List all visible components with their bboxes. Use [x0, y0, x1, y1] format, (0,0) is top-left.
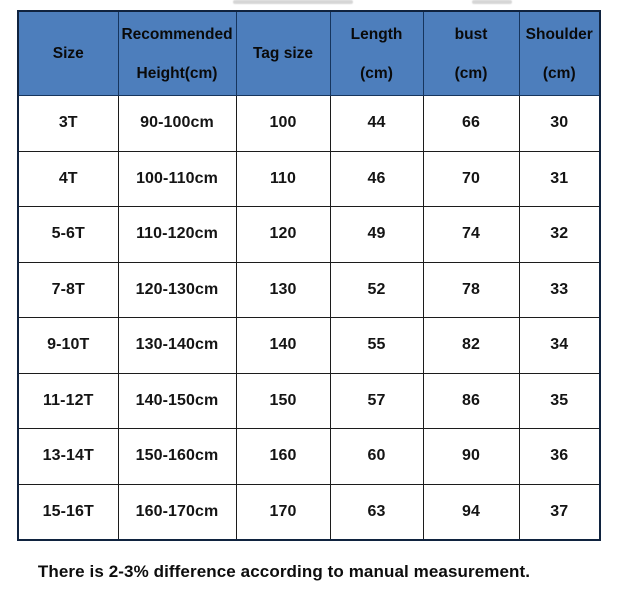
- cell-recommended-height: 160-170cm: [117, 483, 237, 541]
- col-header-length-line2: (cm): [360, 65, 393, 82]
- col-header-recommended-line2: Height(cm): [136, 65, 218, 82]
- table-row: 3T 90-100cm 100 44 66 30: [17, 95, 601, 152]
- cell-recommended-height: 110-120cm: [117, 206, 237, 263]
- col-header-tag-size: Tag size: [235, 10, 331, 96]
- table-row: 4T 100-110cm 110 46 70 31: [17, 150, 601, 207]
- cell-size: 11-12T: [17, 372, 119, 429]
- table-row: 9-10T 130-140cm 140 55 82 34: [17, 317, 601, 374]
- col-header-shoulder: Shoulder (cm): [518, 10, 601, 96]
- cell-length: 55: [329, 317, 424, 374]
- cell-size: 5-6T: [17, 206, 119, 263]
- cell-shoulder: 34: [518, 317, 601, 374]
- cell-bust: 66: [422, 95, 520, 152]
- cell-length: 63: [329, 483, 424, 541]
- cell-tag-size: 100: [235, 95, 331, 152]
- cell-tag-size: 140: [235, 317, 331, 374]
- size-chart-table: Size Recommended Height(cm) Tag size Len…: [17, 10, 601, 541]
- col-header-length-line1: Length: [350, 26, 403, 43]
- cell-size: 15-16T: [17, 483, 119, 541]
- col-header-tag-size-label: Tag size: [252, 44, 313, 62]
- cell-shoulder: 35: [518, 372, 601, 429]
- cell-length: 46: [329, 150, 424, 207]
- col-header-shoulder-line1: Shoulder: [525, 26, 593, 43]
- cell-size: 7-8T: [17, 261, 119, 318]
- table-row: 5-6T 110-120cm 120 49 74 32: [17, 206, 601, 263]
- cell-shoulder: 36: [518, 428, 601, 485]
- cell-length: 44: [329, 95, 424, 152]
- cell-tag-size: 110: [235, 150, 331, 207]
- cell-shoulder: 32: [518, 206, 601, 263]
- cell-recommended-height: 130-140cm: [117, 317, 237, 374]
- table-row: 13-14T 150-160cm 160 60 90 36: [17, 428, 601, 485]
- col-header-bust: bust (cm): [422, 10, 520, 96]
- measurement-note: There is 2-3% difference according to ma…: [37, 562, 531, 581]
- col-header-length: Length (cm): [329, 10, 424, 96]
- cell-tag-size: 150: [235, 372, 331, 429]
- cell-shoulder: 31: [518, 150, 601, 207]
- col-header-size-label: Size: [52, 44, 84, 62]
- cell-recommended-height: 120-130cm: [117, 261, 237, 318]
- cell-shoulder: 30: [518, 95, 601, 152]
- cell-bust: 78: [422, 261, 520, 318]
- col-header-size: Size: [17, 10, 119, 96]
- cell-recommended-height: 100-110cm: [117, 150, 237, 207]
- col-header-bust-line1: bust: [454, 26, 488, 43]
- col-header-recommended-line1: Recommended: [121, 26, 233, 43]
- cell-length: 57: [329, 372, 424, 429]
- cell-size: 13-14T: [17, 428, 119, 485]
- cell-bust: 74: [422, 206, 520, 263]
- cell-bust: 86: [422, 372, 520, 429]
- cell-recommended-height: 140-150cm: [117, 372, 237, 429]
- cell-shoulder: 33: [518, 261, 601, 318]
- cell-tag-size: 170: [235, 483, 331, 541]
- cell-size: 9-10T: [17, 317, 119, 374]
- cell-tag-size: 120: [235, 206, 331, 263]
- cell-bust: 70: [422, 150, 520, 207]
- cell-tag-size: 160: [235, 428, 331, 485]
- col-header-bust-line2: (cm): [454, 65, 488, 82]
- cell-length: 60: [329, 428, 424, 485]
- cell-recommended-height: 90-100cm: [117, 95, 237, 152]
- cropped-text-artifact: [233, 0, 353, 4]
- cell-bust: 82: [422, 317, 520, 374]
- cell-bust: 94: [422, 483, 520, 541]
- cell-bust: 90: [422, 428, 520, 485]
- col-header-shoulder-line2: (cm): [542, 65, 576, 82]
- cell-length: 49: [329, 206, 424, 263]
- cell-size: 3T: [17, 95, 119, 152]
- cell-recommended-height: 150-160cm: [117, 428, 237, 485]
- cropped-text-artifact: [472, 0, 512, 4]
- cell-length: 52: [329, 261, 424, 318]
- header-row: Size Recommended Height(cm) Tag size Len…: [17, 10, 601, 96]
- cell-tag-size: 130: [235, 261, 331, 318]
- col-header-recommended-height: Recommended Height(cm): [117, 10, 237, 96]
- table-row: 7-8T 120-130cm 130 52 78 33: [17, 261, 601, 318]
- table-row: 11-12T 140-150cm 150 57 86 35: [17, 372, 601, 429]
- cell-shoulder: 37: [518, 483, 601, 541]
- cell-size: 4T: [17, 150, 119, 207]
- table-row: 15-16T 160-170cm 170 63 94 37: [17, 483, 601, 541]
